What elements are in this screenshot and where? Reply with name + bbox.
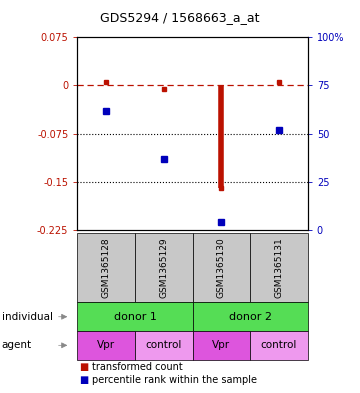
- Text: percentile rank within the sample: percentile rank within the sample: [92, 375, 257, 386]
- Text: GSM1365131: GSM1365131: [274, 237, 283, 298]
- Text: ■: ■: [79, 375, 89, 386]
- Text: Vpr: Vpr: [212, 340, 230, 350]
- Text: control: control: [261, 340, 297, 350]
- Text: donor 1: donor 1: [113, 312, 157, 322]
- Text: individual: individual: [2, 312, 53, 322]
- Text: agent: agent: [2, 340, 32, 350]
- Text: control: control: [145, 340, 182, 350]
- Text: GDS5294 / 1568663_a_at: GDS5294 / 1568663_a_at: [100, 11, 260, 24]
- Text: GSM1365130: GSM1365130: [217, 237, 226, 298]
- Text: GSM1365128: GSM1365128: [102, 237, 111, 298]
- Text: ■: ■: [79, 362, 89, 373]
- Text: Vpr: Vpr: [97, 340, 115, 350]
- Text: GSM1365129: GSM1365129: [159, 237, 168, 298]
- Text: donor 2: donor 2: [229, 312, 272, 322]
- Text: transformed count: transformed count: [92, 362, 183, 373]
